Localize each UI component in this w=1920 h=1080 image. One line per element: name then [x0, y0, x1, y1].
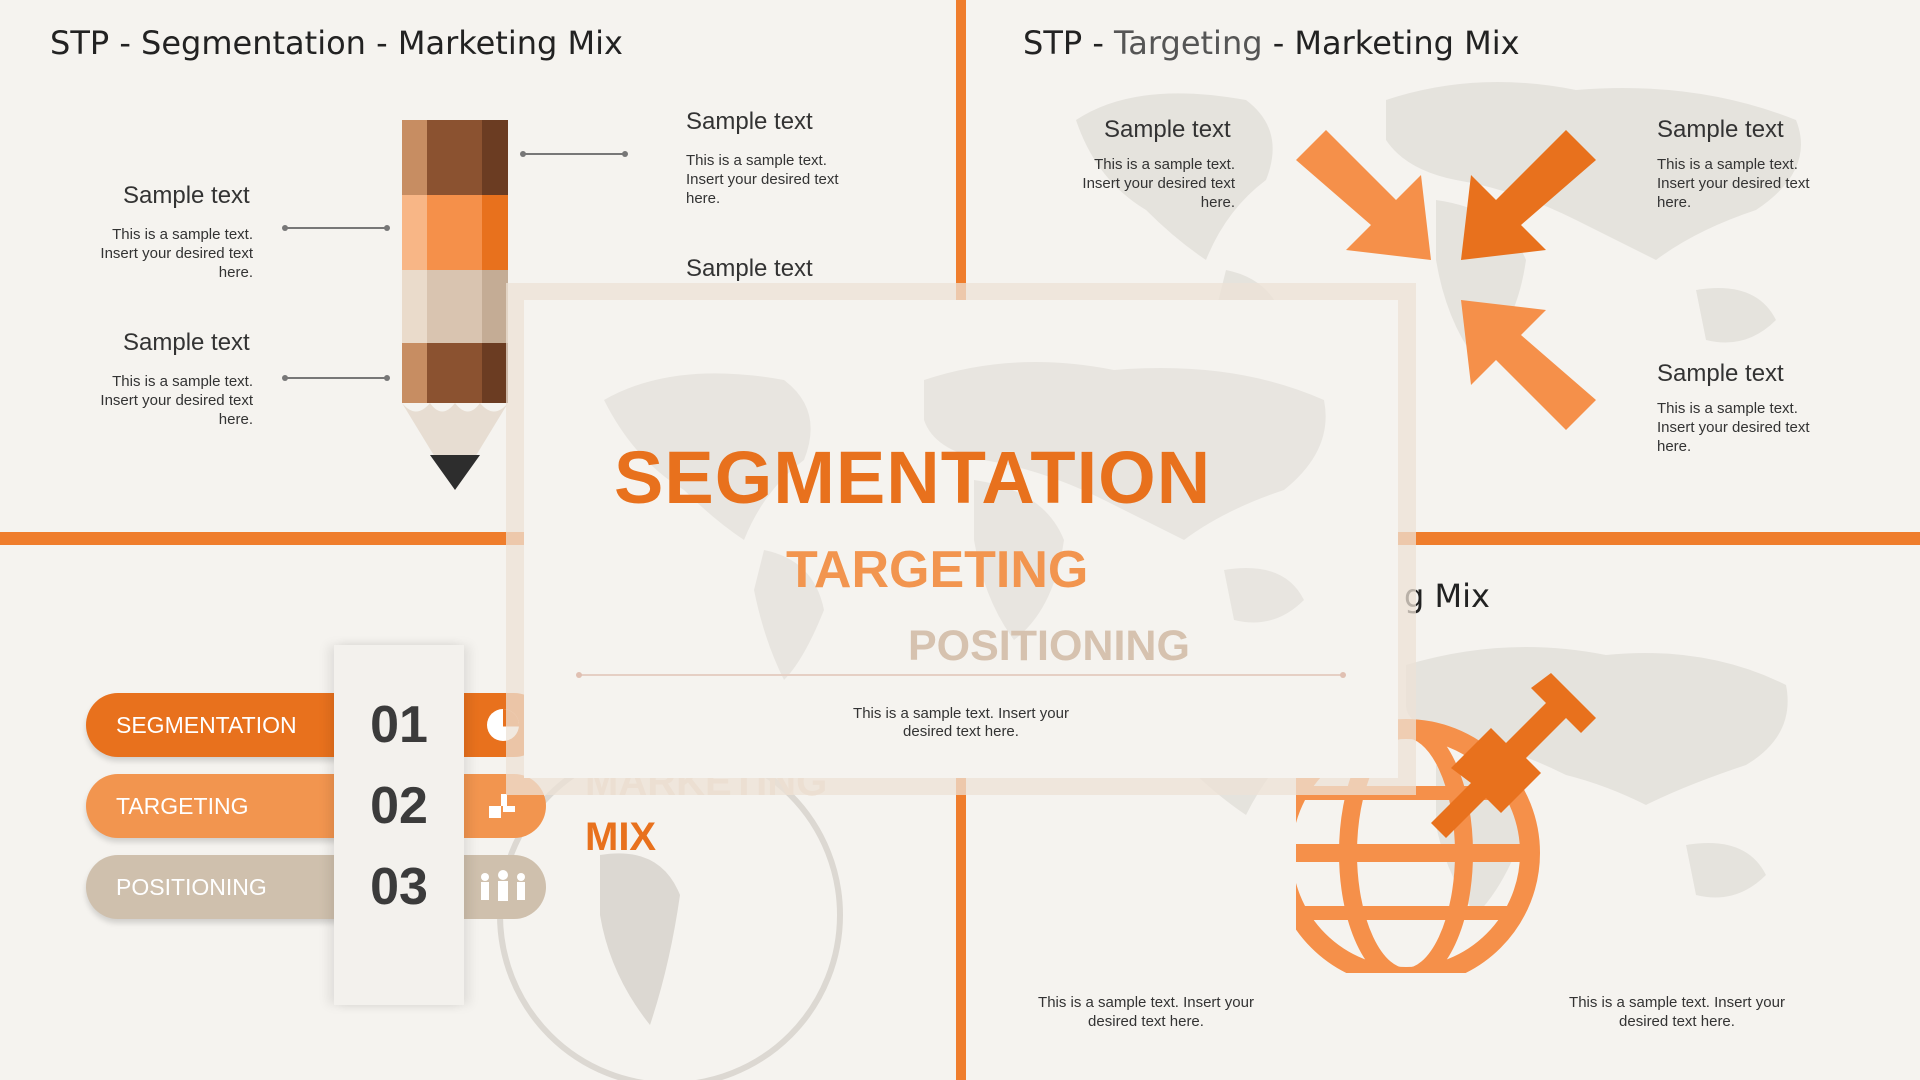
item-heading: Sample text — [686, 108, 813, 135]
connector-line — [282, 375, 390, 381]
world-map-graphic — [604, 362, 1326, 680]
item-body: This is a sample text. Insert your desir… — [100, 226, 253, 281]
divider-line — [576, 672, 1346, 678]
pill-targeting: TARGETING — [86, 774, 376, 838]
connector-line — [282, 225, 390, 231]
converging-arrows-graphic — [1296, 130, 1596, 430]
pill-positioning: POSITIONING — [86, 855, 376, 919]
people-icon — [460, 855, 546, 919]
segmentation-heading: SEGMENTATION — [614, 436, 1212, 519]
positioning-heading: POSITIONING — [908, 622, 1190, 670]
slide-title: STP - Targeting - Marketing Mix — [1023, 24, 1520, 62]
item-heading: Sample text — [686, 255, 813, 282]
item-heading: Sample text — [1657, 360, 1784, 387]
item-heading: Sample text — [123, 182, 250, 209]
item-body: This is a sample text. Insert your desir… — [1657, 156, 1810, 211]
number-column: 01 02 03 — [334, 645, 464, 1005]
item-body: This is a sample text. Insert your desir… — [100, 373, 253, 428]
step-number: 02 — [370, 777, 428, 835]
targeting-heading: TARGETING — [786, 541, 1089, 599]
mix-word: MIX — [585, 815, 657, 859]
caption: This is a sample text. Insert your desir… — [1569, 994, 1785, 1030]
item-body: This is a sample text. Insert your desir… — [686, 152, 839, 207]
slide-title: STP - Segmentation - Marketing Mix — [50, 24, 623, 62]
segmentation-slide: STP - Segmentation - Marketing Mix Sampl… — [0, 0, 956, 532]
connector-line — [520, 151, 628, 157]
slide-title-fragment: g Mix — [1404, 577, 1490, 615]
pill-segmentation: SEGMENTATION — [86, 693, 376, 757]
pencil-graphic — [402, 120, 508, 490]
title-card: SEGMENTATION TARGETING POSITIONING This … — [524, 300, 1398, 778]
item-heading: Sample text — [1104, 116, 1231, 143]
item-body: This is a sample text. Insert your desir… — [1082, 156, 1235, 211]
step-number: 01 — [370, 696, 428, 754]
caption: This is a sample text. Insert your desir… — [1038, 994, 1254, 1030]
card-body-text: This is a sample text. Insert your desir… — [853, 705, 1069, 740]
item-heading: Sample text — [123, 329, 250, 356]
item-body: This is a sample text. Insert your desir… — [1657, 400, 1810, 455]
item-heading: Sample text — [1657, 116, 1784, 143]
step-number: 03 — [370, 858, 428, 916]
